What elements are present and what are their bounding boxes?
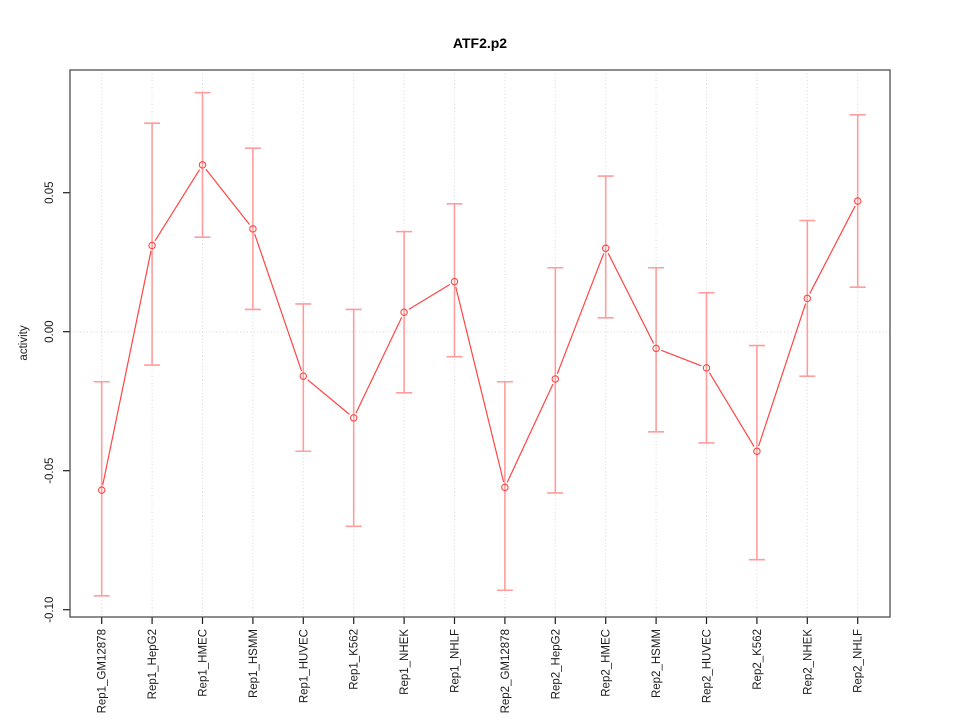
series-line-segment <box>455 286 505 483</box>
series-line-segment <box>154 169 201 242</box>
data-point <box>349 414 358 422</box>
x-tick-label: Rep1_HUVEC <box>298 629 310 703</box>
y-tick-label: 0.05 <box>44 182 56 204</box>
axis-layer: 0.05 0.00 -0.05 -0.10 Rep1_GM12878 Rep1_HepG2… <box>44 182 865 714</box>
y-tick-label: -0.10 <box>44 597 56 623</box>
grid-layer <box>70 70 890 617</box>
series-line-segment <box>708 372 755 447</box>
error-bar <box>597 175 614 319</box>
data-point <box>198 161 207 169</box>
series-line-segment <box>556 253 605 375</box>
series-line-segment <box>408 284 451 310</box>
x-tick-label: Rep1_NHEK <box>399 629 411 695</box>
error-bar <box>194 91 211 238</box>
x-tick-label: Rep2_HUVEC <box>702 629 714 703</box>
error-bar <box>244 147 261 311</box>
series-line-segment <box>307 379 350 415</box>
x-tick-label: Rep2_K562 <box>752 629 764 690</box>
data-point <box>148 241 156 250</box>
data-point <box>299 372 308 380</box>
data-point <box>551 375 560 383</box>
data-point <box>249 225 257 233</box>
series-line-segment <box>355 316 403 414</box>
y-tick-label: 0.00 <box>44 321 56 343</box>
error-bar <box>849 114 866 289</box>
series-layer <box>93 91 866 597</box>
series-line-segment <box>809 205 856 294</box>
error-bar <box>345 308 362 528</box>
x-tick-label: Rep1_K562 <box>349 629 361 690</box>
series-line-segment <box>607 252 655 344</box>
x-tick-label: Rep1_NHLF <box>450 629 462 693</box>
error-bar <box>446 203 463 358</box>
x-tick-label: Rep2_HMEC <box>601 629 613 697</box>
data-point <box>853 197 862 205</box>
x-tick-label: Rep1_HepG2 <box>147 629 159 699</box>
x-tick-label: Rep2_NHEK <box>802 629 814 695</box>
error-bar <box>144 122 161 366</box>
data-point <box>97 486 106 494</box>
error-bar <box>396 230 413 394</box>
x-tick-label: Rep1_HSMM <box>248 629 260 698</box>
x-tick-label: Rep2_HSMM <box>651 629 663 698</box>
error-bar <box>698 291 715 444</box>
series-line-segment <box>254 233 303 372</box>
series-line-segment <box>102 250 152 485</box>
series-line-segment <box>661 349 702 367</box>
data-point <box>450 277 459 286</box>
x-tick-label: Rep2_HepG2 <box>550 629 562 699</box>
series-line-segment <box>758 303 807 447</box>
data-point <box>601 244 610 253</box>
series-line-segment <box>506 383 554 483</box>
x-tick-label: Rep2_NHLF <box>853 629 865 693</box>
data-point <box>501 483 509 492</box>
plot-frame <box>69 69 891 618</box>
error-bar <box>547 266 564 494</box>
data-point <box>803 294 812 303</box>
chart-title: ATF2.p2 <box>453 35 507 51</box>
x-tick-label: Rep2_GM12878 <box>500 629 512 713</box>
x-tick-label: Rep1_GM12878 <box>97 629 109 713</box>
y-axis-label: activity <box>18 325 30 360</box>
data-point <box>702 364 711 372</box>
series-line-segment <box>205 168 250 225</box>
error-bar <box>93 380 110 597</box>
error-bar <box>648 266 665 433</box>
error-bar <box>748 344 765 561</box>
error-bar <box>799 219 816 377</box>
data-point <box>652 344 660 353</box>
error-bar <box>496 380 513 592</box>
data-point <box>753 447 761 455</box>
y-tick-label: -0.05 <box>44 458 56 484</box>
error-bar <box>295 303 312 453</box>
x-tick-label: Rep1_HMEC <box>198 629 210 697</box>
data-point <box>400 308 408 316</box>
